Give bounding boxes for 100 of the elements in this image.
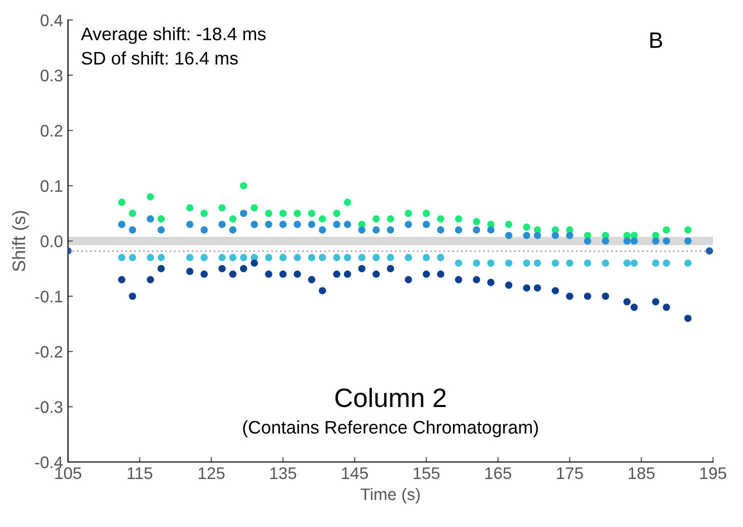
annotation: Column 2 xyxy=(335,388,446,408)
point xyxy=(372,270,380,278)
point xyxy=(318,226,326,234)
point xyxy=(584,292,592,300)
point xyxy=(318,254,326,262)
point xyxy=(240,182,248,190)
point xyxy=(240,210,248,218)
point xyxy=(472,218,480,226)
point xyxy=(623,259,631,267)
point xyxy=(229,270,236,278)
point xyxy=(308,220,316,228)
point xyxy=(487,278,494,286)
point xyxy=(158,226,165,234)
point xyxy=(200,210,208,218)
x-tick-label: 185 xyxy=(628,467,655,480)
point xyxy=(294,210,301,218)
point xyxy=(437,254,444,262)
point xyxy=(279,220,287,228)
point xyxy=(218,254,226,262)
point xyxy=(552,287,559,294)
point xyxy=(662,226,670,234)
point xyxy=(584,259,592,267)
annotation: B xyxy=(650,32,662,48)
point xyxy=(454,215,462,223)
point xyxy=(186,220,194,228)
point xyxy=(358,226,366,234)
x-tick-label: 105 xyxy=(55,467,82,480)
point xyxy=(333,270,340,278)
point xyxy=(186,268,194,276)
annotation: Average shift: -18.4 ms xyxy=(80,27,266,44)
point xyxy=(200,254,208,262)
point xyxy=(318,215,326,223)
point xyxy=(534,232,542,240)
x-tick-label: 155 xyxy=(414,467,440,480)
point xyxy=(534,259,542,267)
point xyxy=(186,204,194,212)
point xyxy=(146,254,154,262)
point xyxy=(630,237,638,245)
point xyxy=(118,198,126,206)
point xyxy=(684,314,692,322)
point xyxy=(602,259,610,267)
point xyxy=(454,259,462,267)
y-tick-label: 0.2 xyxy=(40,124,62,137)
point xyxy=(437,270,444,278)
point xyxy=(454,276,462,284)
point xyxy=(358,264,366,272)
point xyxy=(623,237,631,245)
point xyxy=(523,232,530,240)
point xyxy=(552,259,559,267)
point xyxy=(333,254,340,262)
point xyxy=(229,254,236,262)
point xyxy=(437,226,444,234)
x-axis-title: Time (s) xyxy=(360,488,420,504)
point xyxy=(279,210,287,218)
point xyxy=(218,204,226,212)
point xyxy=(523,284,530,292)
point xyxy=(294,254,301,262)
point xyxy=(265,210,272,218)
point xyxy=(158,264,165,272)
point xyxy=(652,298,660,306)
y-tick-label: -0.3 xyxy=(35,401,62,413)
point xyxy=(566,259,574,267)
point xyxy=(422,270,430,278)
point xyxy=(265,220,272,228)
point xyxy=(372,226,380,234)
point xyxy=(358,254,366,262)
point xyxy=(218,220,226,228)
point xyxy=(386,226,394,234)
point xyxy=(630,304,638,311)
point xyxy=(662,259,670,267)
point xyxy=(630,259,638,267)
point xyxy=(602,292,610,300)
point xyxy=(218,264,226,272)
point xyxy=(404,220,412,228)
x-tick-label: 195 xyxy=(700,467,726,480)
point xyxy=(333,210,340,218)
x-tick-label: 125 xyxy=(198,467,225,480)
point xyxy=(344,220,352,228)
point xyxy=(308,276,316,284)
x-tick-label: 165 xyxy=(485,467,512,480)
point xyxy=(623,298,631,306)
point xyxy=(128,226,136,234)
point xyxy=(566,292,574,300)
point xyxy=(344,198,352,206)
point xyxy=(118,276,126,284)
point xyxy=(279,254,287,262)
point xyxy=(265,270,272,278)
point xyxy=(652,237,660,245)
point xyxy=(200,226,208,234)
point xyxy=(662,304,670,311)
point xyxy=(186,254,194,262)
point xyxy=(158,254,165,262)
point xyxy=(684,226,692,234)
point xyxy=(684,237,692,245)
point xyxy=(652,259,660,267)
point xyxy=(472,259,480,267)
point xyxy=(294,220,301,228)
point xyxy=(308,210,316,218)
point xyxy=(128,210,136,218)
point xyxy=(294,270,301,278)
